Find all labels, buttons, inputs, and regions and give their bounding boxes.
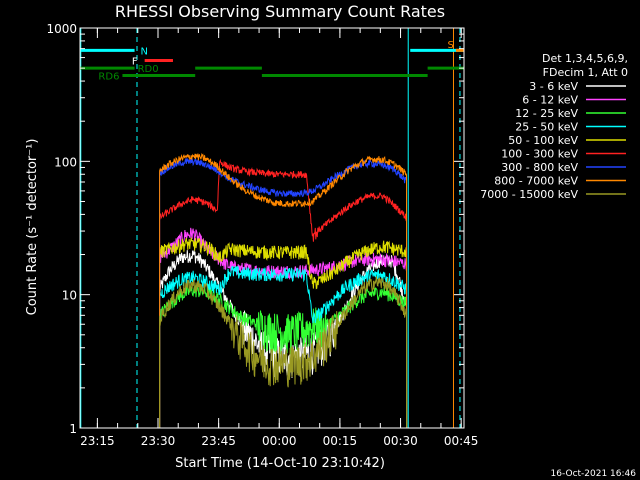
legend-label-25-50-kev: 25 - 50 keV [515, 121, 578, 134]
legend-label-50-100-kev: 50 - 100 keV [508, 134, 578, 147]
legend-label-800-7000-kev: 800 - 7000 keV [494, 175, 578, 188]
flag-label-s: S [448, 40, 454, 51]
x-tick-label-0015: 00:15 [323, 434, 358, 448]
y-axis-label: Count Rate (s⁻¹ detector⁻¹) [25, 139, 40, 316]
series-line-25-50-kev [159, 265, 408, 429]
flag-label-f: F [132, 57, 138, 68]
legend: Det 1,3,4,5,6,9, FDecim 1, Att 0 3 - 6 k… [480, 52, 628, 201]
x-tick-label-0000: 00:00 [262, 434, 297, 448]
y-tick-label-1000: 1000 [46, 22, 77, 36]
x-tick-label-2345: 23:45 [201, 434, 236, 448]
series-line-12-25-kev [159, 284, 408, 429]
series-line-50-100-kev [159, 237, 408, 429]
x-tick-label-2330: 23:30 [141, 434, 176, 448]
legend-label-100-300-kev: 100 - 300 keV [501, 148, 578, 161]
x-tick-label-0030: 00:30 [383, 434, 418, 448]
chart-title: RHESSI Observing Summary Count Rates [115, 2, 445, 21]
y-tick-label-100: 100 [54, 155, 77, 169]
footer-timestamp: 16-Oct-2021 16:46 [551, 469, 637, 479]
legend-header-line-2: FDecim 1, Att 0 [543, 66, 628, 79]
legend-label-6-12-kev: 6 - 12 keV [522, 94, 578, 107]
series-line-100-300-kev [159, 158, 408, 429]
legend-label-3-6-kev: 3 - 6 keV [529, 80, 578, 93]
series-line-300-800-kev [159, 157, 408, 429]
x-tick-label-0045: 00:45 [444, 434, 479, 448]
legend-label-300-800-kev: 300 - 800 keV [501, 161, 578, 174]
flag-label-rd6: RD6 [98, 72, 119, 83]
y-tick-label-1: 1 [69, 422, 77, 436]
y-tick-label-10: 10 [62, 289, 77, 303]
legend-label-12-25-kev: 12 - 25 keV [515, 107, 578, 120]
axes: 1 10 100 1000 23:15 23:30 23:45 00:00 00:15 00:30… [46, 22, 478, 448]
legend-header-line-1: Det 1,3,4,5,6,9, [542, 52, 628, 65]
series-line-7000-15000-kev [159, 276, 408, 429]
flag-label-rd0: RD0 [138, 64, 159, 75]
series-line-800-7000-kev [159, 152, 408, 429]
legend-label-7000-15000-kev: 7000 - 15000 keV [480, 188, 578, 201]
plot-frame [79, 27, 465, 429]
flag-label-n: N [141, 46, 148, 57]
plot-data [80, 28, 461, 429]
x-tick-label-2315: 23:15 [80, 434, 115, 448]
x-axis-label: Start Time (14-Oct-10 23:10:42) [175, 456, 385, 471]
